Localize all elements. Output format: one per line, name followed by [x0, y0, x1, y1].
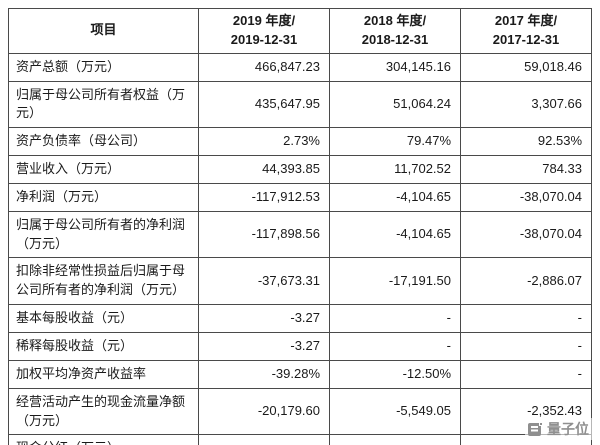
row-label: 营业收入（万元）: [8, 155, 199, 184]
value-2019: -3.27: [198, 331, 330, 361]
row-label: 净利润（万元）: [8, 182, 199, 212]
value-2019: 2.73%: [198, 127, 330, 157]
value-2018: -12.50%: [329, 359, 461, 389]
value-2019: -: [198, 434, 330, 445]
column-header-2017: 2017 年度/ 2017-12-31: [460, 8, 592, 54]
column-header-item: 项目: [8, 8, 199, 54]
value-2018: 11,702.52: [329, 155, 461, 184]
value-2018: -17,191.50: [329, 257, 461, 306]
value-2018: -4,104.65: [329, 182, 461, 212]
column-header-2019-line2: 2019-12-31: [230, 31, 298, 47]
value-2018: 79.47%: [329, 127, 461, 157]
row-label: 现金分红（万元）: [8, 434, 199, 445]
value-2017: 784.33: [460, 155, 592, 184]
table-row-operating-cash-flow: 经营活动产生的现金流量净额（万元） -20,179.60 -5,549.05 -…: [8, 387, 592, 436]
table-row-adjusted-net-profit: 扣除非经常性损益后归属于母公司所有者的净利润（万元） -37,673.31 -1…: [8, 257, 592, 306]
value-2017: 59,018.46: [460, 52, 592, 82]
financial-data-table: 项目 2019 年度/ 2019-12-31 2018 年度/ 2018-12-…: [8, 8, 592, 445]
row-label: 基本每股收益（元）: [8, 304, 199, 333]
value-2018: -: [329, 434, 461, 445]
value-2017: -38,070.04: [460, 210, 592, 259]
table-row-diluted-eps: 稀释每股收益（元） -3.27 - -: [8, 331, 592, 361]
value-2019: 466,847.23: [198, 52, 330, 82]
column-header-2017-line1: 2017 年度/: [494, 13, 558, 28]
value-2018: 51,064.24: [329, 80, 461, 129]
column-header-2019-line1: 2019 年度/: [232, 13, 296, 28]
value-2017: 92.53%: [460, 127, 592, 157]
table-row-roe: 加权平均净资产收益率 -39.28% -12.50% -: [8, 359, 592, 389]
table-row-basic-eps: 基本每股收益（元） -3.27 - -: [8, 304, 592, 333]
table-row-cash-dividend: 现金分红（万元） - - -: [8, 434, 592, 445]
value-2017: 3,307.66: [460, 80, 592, 129]
row-label: 归属于母公司所有者权益（万元）: [8, 80, 199, 129]
row-label: 资产负债率（母公司）: [8, 127, 199, 157]
value-2019: -39.28%: [198, 359, 330, 389]
watermark-text: 量子位: [547, 421, 589, 437]
value-2019: -117,912.53: [198, 182, 330, 212]
row-label: 扣除非经常性损益后归属于母公司所有者的净利润（万元）: [8, 257, 199, 306]
table-row-net-profit: 净利润（万元） -117,912.53 -4,104.65 -38,070.04: [8, 182, 592, 212]
value-2017: -38,070.04: [460, 182, 592, 212]
column-header-2019: 2019 年度/ 2019-12-31: [198, 8, 330, 54]
value-2019: 44,393.85: [198, 155, 330, 184]
value-2019: -37,673.31: [198, 257, 330, 306]
value-2019: -3.27: [198, 304, 330, 333]
value-2017: -: [460, 359, 592, 389]
value-2017: -: [460, 304, 592, 333]
value-2017: -2,886.07: [460, 257, 592, 306]
table-row-debt-ratio: 资产负债率（母公司） 2.73% 79.47% 92.53%: [8, 127, 592, 157]
value-2018: -4,104.65: [329, 210, 461, 259]
table-row-parent-net-profit: 归属于母公司所有者的净利润（万元） -117,898.56 -4,104.65 …: [8, 210, 592, 259]
column-header-2018-line2: 2018-12-31: [361, 31, 429, 47]
row-label: 资产总额（万元）: [8, 52, 199, 82]
table-row-parent-equity: 归属于母公司所有者权益（万元） 435,647.95 51,064.24 3,3…: [8, 80, 592, 129]
table-row-total-assets: 资产总额（万元） 466,847.23 304,145.16 59,018.46: [8, 52, 592, 82]
table-header-row: 项目 2019 年度/ 2019-12-31 2018 年度/ 2018-12-…: [8, 8, 592, 54]
row-label: 经营活动产生的现金流量净额（万元）: [8, 387, 199, 436]
value-2019: 435,647.95: [198, 80, 330, 129]
value-2019: -117,898.56: [198, 210, 330, 259]
table-row-revenue: 营业收入（万元） 44,393.85 11,702.52 784.33: [8, 155, 592, 184]
value-2018: -: [329, 331, 461, 361]
value-2017: -: [460, 331, 592, 361]
row-label: 加权平均净资产收益率: [8, 359, 199, 389]
watermark: 量子位: [525, 418, 592, 440]
column-header-2018-line1: 2018 年度/: [363, 13, 427, 28]
value-2018: -: [329, 304, 461, 333]
value-2019: -20,179.60: [198, 387, 330, 436]
qbitai-logo-icon: [528, 421, 543, 437]
value-2018: -5,549.05: [329, 387, 461, 436]
row-label: 稀释每股收益（元）: [8, 331, 199, 361]
value-2018: 304,145.16: [329, 52, 461, 82]
column-header-2018: 2018 年度/ 2018-12-31: [329, 8, 461, 54]
row-label: 归属于母公司所有者的净利润（万元）: [8, 210, 199, 259]
column-header-2017-line2: 2017-12-31: [492, 31, 560, 47]
